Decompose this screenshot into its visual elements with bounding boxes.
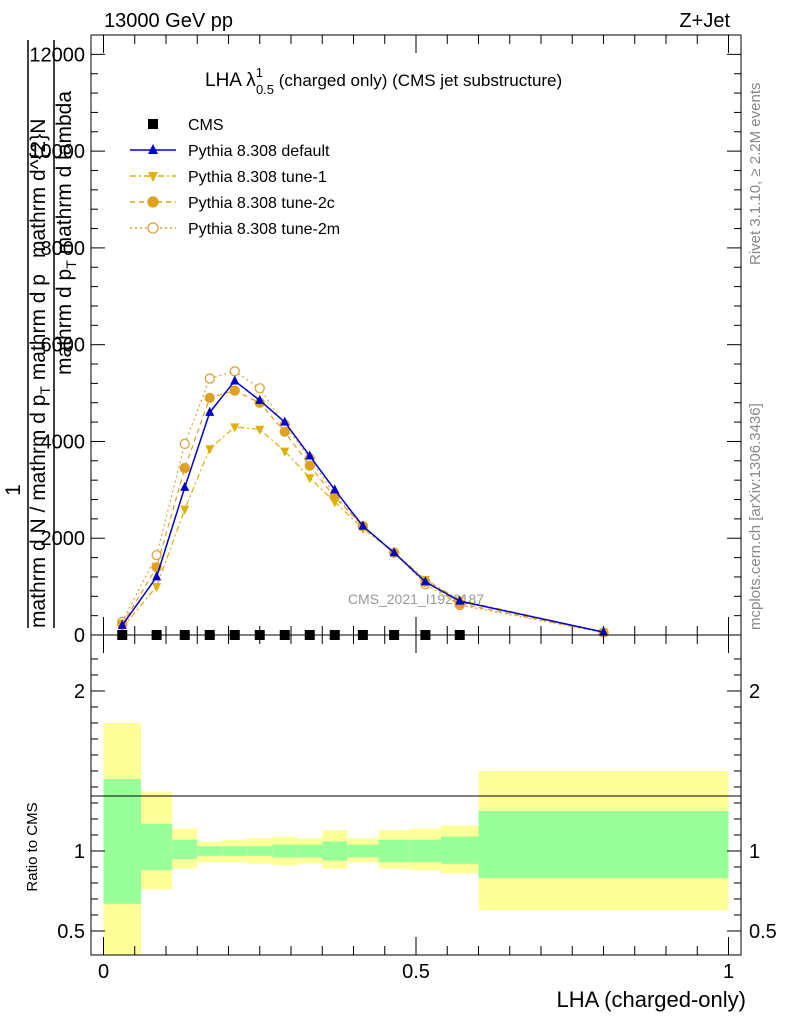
data-point	[205, 445, 215, 455]
ratio-band-inner	[197, 846, 223, 856]
data-point	[280, 447, 290, 457]
ylabel-den1: mathrm d N / mathrm d pT mathrm d p	[27, 274, 53, 628]
data-point	[230, 375, 240, 385]
data-point	[204, 373, 215, 384]
ratio-band-inner	[222, 846, 248, 856]
data-point	[254, 383, 265, 394]
ratio-uncertainty-bands	[103, 723, 729, 955]
data-point	[330, 498, 340, 508]
ratio-band-inner	[272, 844, 298, 858]
xtick-label: 0	[98, 961, 109, 983]
ratio-plot-panel: 0 0.5 1 0.5 0.5 1 1 2 2	[57, 634, 777, 983]
legend-marker	[148, 172, 158, 182]
legend-label: Pythia 8.308 tune-2m	[188, 221, 340, 238]
ratio-band-inner	[347, 844, 379, 858]
data-point	[255, 394, 265, 404]
ratio-band-inner	[409, 839, 441, 863]
data-point	[152, 583, 162, 593]
data-point	[179, 462, 190, 474]
header-left: 13000 GeV pp	[104, 10, 233, 32]
series-line	[121, 370, 604, 634]
ratio-axis-ticks: 0 0.5 1 0.5 0.5 1 1 2 2	[57, 635, 777, 983]
data-point	[305, 450, 315, 460]
ratio-band-inner	[378, 839, 410, 863]
data-point	[229, 385, 240, 396]
data-point	[204, 392, 215, 404]
main-ytick-label: 2000	[41, 528, 86, 550]
series-1	[117, 375, 608, 636]
data-point	[358, 520, 368, 530]
ratio-band-inner	[297, 844, 323, 858]
data-point	[180, 481, 190, 491]
data-point	[280, 416, 290, 426]
xtick-label: 0.5	[402, 961, 430, 983]
ratio-band-inner	[247, 846, 273, 856]
data-point	[304, 460, 315, 471]
legend-marker	[148, 144, 158, 154]
ylabel-num1: 1	[2, 484, 25, 496]
series-line	[121, 379, 604, 633]
legend-label: Pythia 8.308 default	[188, 143, 330, 160]
main-axis-ticks: 0 2000 4000 6000 8000 10000 12000	[29, 35, 741, 647]
rivet-version-text: Rivet 3.1.10, ≥ 2.2M events	[747, 83, 764, 266]
ratio-band-inner	[478, 811, 729, 879]
ratio-ytick-label-right: 0.5	[749, 921, 777, 943]
legend-label: Pythia 8.308 tune-2c	[188, 195, 335, 212]
main-ytick-label: 6000	[41, 335, 86, 357]
main-ytick-label: 4000	[41, 431, 86, 453]
main-ytick-label: 10000	[29, 141, 85, 163]
data-point	[229, 366, 240, 377]
data-point	[305, 474, 315, 484]
legend-label: Pythia 8.308 tune-1	[188, 169, 327, 186]
data-point	[180, 505, 190, 515]
ylabel-den2: mathrm d pT mathrm d lambda	[53, 91, 79, 375]
main-ytick-label: 12000	[29, 44, 85, 66]
data-point	[420, 576, 430, 586]
legend-marker	[147, 222, 159, 234]
ratio-ytick-label-right: 1	[749, 841, 760, 863]
data-point	[205, 406, 215, 416]
series-line	[121, 426, 604, 633]
mcplots-text: mcplots.cern.ch [arXiv:1306.3436]	[747, 403, 764, 630]
data-point	[279, 426, 290, 437]
ratio-band-inner	[322, 841, 348, 861]
data-point	[152, 571, 162, 581]
ratio-band-inner	[141, 823, 173, 871]
legend-label: CMS	[188, 117, 224, 134]
data-point	[599, 626, 608, 636]
data-point	[230, 423, 240, 433]
data-point	[389, 547, 399, 557]
main-ytick-label: 8000	[41, 238, 86, 260]
data-point	[117, 619, 127, 629]
data-point	[330, 484, 340, 494]
ratio-band-inner	[441, 836, 479, 864]
legend-marker	[147, 196, 159, 208]
data-point	[255, 425, 265, 435]
ratio-ylabel: Ratio to CMS	[24, 802, 41, 891]
main-ytick-label: 0	[74, 625, 85, 647]
ratio-ytick-label-right: 2	[749, 681, 760, 703]
header-right: Z+Jet	[679, 10, 730, 32]
ratio-ytick-label: 1	[74, 841, 85, 863]
ratio-ytick-label: 0.5	[57, 921, 85, 943]
ratio-ytick-label: 2	[74, 681, 85, 703]
legend-marker	[148, 119, 158, 129]
x-axis-label: LHA (charged-only)	[556, 987, 746, 1012]
ylabel-num2: mathrm d^{2}N	[27, 119, 50, 258]
ratio-band-inner	[103, 779, 141, 904]
ratio-band-inner	[172, 839, 198, 859]
data-point	[179, 438, 190, 450]
data-point	[455, 595, 465, 605]
legend: CMS Pythia 8.308 default Pythia 8.308 tune…	[130, 117, 340, 238]
main-series-group	[117, 366, 609, 640]
xtick-label: 1	[723, 961, 734, 983]
plot-title: LHA λ1 0.5 (charged only) (CMS jet substr…	[205, 65, 562, 97]
main-ylabel: 1 mathrm d N / mathrm d pT mathrm d p ma…	[2, 40, 79, 628]
